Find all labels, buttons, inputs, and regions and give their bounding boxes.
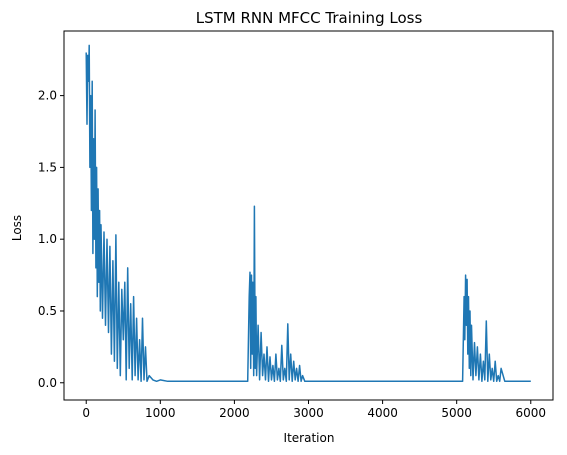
chart-title: LSTM RNN MFCC Training Loss	[196, 9, 423, 27]
y-tick-label: 1.5	[38, 160, 57, 174]
y-tick-label: 0.0	[38, 376, 57, 390]
series-line-0	[85, 44, 531, 383]
y-tick-label: 2.0	[38, 89, 57, 103]
x-tick-label: 2000	[219, 406, 250, 420]
y-tick-label: 1.0	[38, 232, 57, 246]
y-axis-label: Loss	[10, 215, 24, 241]
x-axis: 0 1000 2000 3000 4000 5000 6000	[82, 400, 546, 420]
x-tick-label: 4000	[367, 406, 398, 420]
x-tick-label: 0	[82, 406, 90, 420]
y-axis: 0.0 0.5 1.0 1.5 2.0	[38, 89, 64, 390]
plot-area	[85, 44, 531, 383]
x-tick-label: 1000	[145, 406, 176, 420]
y-tick-label: 0.5	[38, 304, 57, 318]
x-tick-label: 3000	[293, 406, 324, 420]
x-tick-label: 6000	[515, 406, 546, 420]
x-axis-label: Iteration	[284, 431, 335, 445]
x-tick-label: 5000	[441, 406, 472, 420]
